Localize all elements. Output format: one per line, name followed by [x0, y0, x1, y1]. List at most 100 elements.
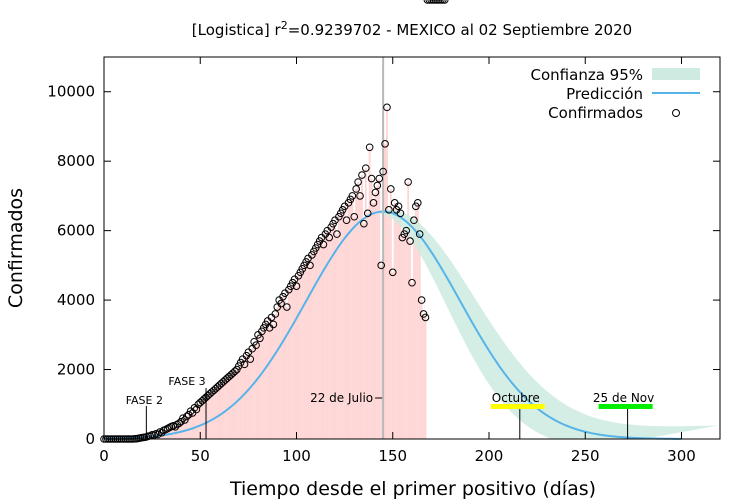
bar-confirmed: [330, 227, 333, 439]
bar-confirmed: [293, 279, 296, 439]
bar-confirmed: [295, 286, 298, 439]
bar-confirmed: [195, 409, 198, 439]
bar-confirmed: [280, 303, 283, 439]
confirmed-point: [319, 240, 328, 249]
confirmed-point: [435, 0, 443, 4]
bar-confirmed: [412, 220, 415, 439]
noviembre-label: 25 de Nov: [593, 391, 654, 405]
bar-confirmed: [180, 421, 182, 439]
confirmed-point: [306, 261, 314, 270]
confirmed-point: [423, 0, 432, 4]
confirmed-point: [342, 216, 351, 225]
bar-confirmed: [335, 234, 338, 439]
bar-confirmed: [170, 426, 173, 439]
plot-frame: [103, 56, 721, 440]
confirmed-point: [404, 178, 412, 186]
bar-confirmed: [243, 364, 246, 439]
bar-confirmed: [403, 234, 406, 439]
bar-confirmed: [320, 237, 323, 439]
x-tick-label: 150: [378, 447, 407, 465]
confirmed-point: [421, 313, 430, 322]
confirmed-point: [437, 0, 445, 4]
confirmed-point: [367, 174, 376, 183]
bar-confirmed: [391, 272, 394, 439]
confirmed-points: [100, 0, 449, 443]
bar-confirmed: [214, 388, 217, 439]
bar-confirmed: [220, 383, 223, 439]
confirmed-point: [427, 0, 436, 4]
bar-confirmed: [360, 175, 363, 439]
bar-confirmed: [299, 272, 302, 439]
bar-confirmed: [312, 251, 315, 439]
bar-confirmed: [260, 331, 263, 439]
bar-confirmed: [253, 341, 256, 439]
bar-confirmed: [397, 206, 400, 439]
confirmed-point: [256, 334, 264, 343]
bar-confirmed: [389, 188, 392, 439]
bar-confirmed: [386, 107, 388, 439]
confirmed-point: [406, 237, 414, 245]
confirmed-point: [348, 192, 357, 200]
chart-title: [Logistica] r2=0.9239702 - MEXICO al 02 …: [192, 19, 632, 39]
confirmed-point: [410, 216, 418, 225]
bar-confirmed: [303, 265, 306, 439]
confirmed-point: [408, 278, 416, 287]
bar-confirmed: [374, 192, 377, 439]
bar-confirmed: [276, 307, 279, 439]
bar-confirmed: [181, 418, 184, 439]
confirmed-point: [373, 181, 382, 190]
bar-confirmed: [222, 381, 225, 439]
x-tick-label: 50: [191, 447, 210, 465]
confirmed-point: [350, 212, 359, 221]
confirmed-point: [429, 0, 437, 4]
bar-confirmed: [399, 213, 402, 439]
bar-confirmed: [191, 412, 194, 439]
confirmed-point: [439, 0, 447, 4]
bar-confirmed: [376, 185, 379, 439]
bar-confirmed: [422, 313, 425, 439]
confirmed-point: [433, 0, 441, 4]
x-tick-label: 0: [99, 447, 109, 465]
bar-confirmed: [337, 216, 340, 439]
bar-confirmed: [258, 338, 261, 439]
confirmed-point: [377, 261, 386, 270]
bar-confirmed: [349, 199, 352, 439]
bar-confirmed: [187, 414, 190, 439]
bar-confirmed: [139, 437, 142, 439]
prediction-line-group: [103, 210, 682, 440]
confirmed-point: [271, 310, 280, 318]
confirmed-point: [425, 0, 434, 4]
bar-confirmed: [237, 366, 240, 439]
bar-confirmed: [287, 289, 290, 439]
confirmed-point: [396, 209, 405, 218]
confirmed-point: [363, 209, 372, 218]
bar-confirmed: [395, 209, 398, 439]
bar-confirmed: [255, 345, 258, 439]
axes-group: 0 50 100 150 200 250 300 0 2000 4000 6000 8000 10000: [47, 56, 721, 465]
x-tick-label: 200: [475, 447, 504, 465]
confirmed-point: [417, 296, 426, 304]
bar-confirmed: [411, 282, 413, 439]
bar-confirmed: [141, 437, 144, 439]
bar-confirmed: [218, 385, 221, 439]
confirmed-point: [175, 419, 183, 428]
prediction-line: [103, 210, 682, 440]
bar-confirmed: [370, 178, 373, 439]
bar-confirmed: [418, 234, 421, 439]
confirmed-point: [325, 233, 334, 242]
bar-confirmed: [384, 143, 387, 439]
bar-confirmed: [307, 258, 310, 439]
confirmed-point: [371, 188, 380, 197]
confirmed-point: [385, 206, 393, 214]
bar-confirmed: [368, 147, 371, 440]
confirmed-point: [402, 226, 411, 235]
y-tick-label: 8000: [57, 152, 95, 170]
legend-swatch-confirmados: [672, 109, 680, 117]
octubre-range-bar: [490, 404, 545, 409]
bar-confirmed: [266, 320, 269, 439]
bar-confirmed: [193, 407, 196, 439]
x-tick-label: 250: [571, 447, 600, 465]
bar-confirmed: [183, 419, 186, 439]
bar-confirmed: [357, 182, 360, 439]
